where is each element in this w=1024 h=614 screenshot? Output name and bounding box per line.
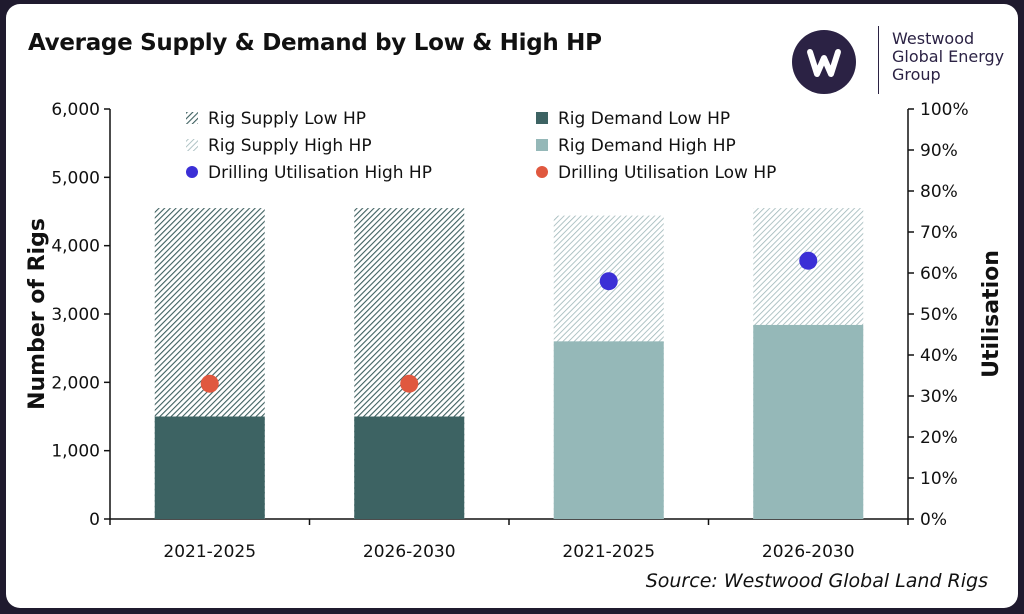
y2-tick-label: 80% [920,182,958,202]
y2-tick-label: 70% [920,223,958,243]
legend-marker [186,166,198,178]
legend-marker [536,166,548,178]
brand-line-1: Westwood [892,29,975,48]
legend-label: Rig Demand High HP [558,136,736,156]
y2-tick-label: 40% [920,346,958,366]
legend-label: Drilling Utilisation Low HP [558,163,776,183]
point-drilling-utilisation-high-hp [599,272,618,291]
brand-line-3: Group [892,65,941,84]
chart-title: Average Supply & Demand by Low & High HP [28,30,602,56]
y-tick-label: 2,000 [51,373,100,393]
source-note: Source: Westwood Global Land Rigs [645,570,988,592]
point-drilling-utilisation-low-hp [400,374,419,393]
bar-rig-demand-low-hp [354,416,465,519]
legend-label: Rig Supply Low HP [208,109,366,129]
x-tick-label: 2021-2025 [163,542,256,562]
x-tick-label: 2026-2030 [762,542,855,562]
y2-axis-title: Utilisation [979,250,1004,378]
legend-marker [536,139,548,151]
y2-tick-label: 90% [920,141,958,161]
point-drilling-utilisation-low-hp [200,374,219,393]
chart-card: Average Supply & Demand by Low & High HP… [6,4,1018,608]
point-drilling-utilisation-high-hp [799,251,818,270]
logo-divider [878,26,879,94]
y2-tick-label: 60% [920,264,958,284]
y2-tick-label: 100% [920,100,969,120]
y2-tick-label: 0% [920,510,947,530]
y-tick-label: 0 [89,510,100,530]
x-tick-label: 2026-2030 [363,542,456,562]
bar-chart: 0 1,000 2,000 3,000 4,000 5,000 6,000 0% 10% 20% 3… [25,100,1004,562]
bar-rig-demand-low-hp [154,416,265,519]
legend-label: Rig Supply High HP [208,136,372,156]
y-tick-label: 5,000 [51,168,100,188]
legend-label: Drilling Utilisation High HP [208,163,432,183]
y-tick-label: 1,000 [51,442,100,462]
brand-line-2: Global Energy [892,47,1005,66]
legend-marker [186,139,198,151]
brand-name: Westwood Global Energy Group [892,30,1004,84]
y2-tick-label: 50% [920,305,958,325]
y-tick-label: 6,000 [51,100,100,120]
y-tick-label: 3,000 [51,305,100,325]
bar-rig-demand-high-hp [553,341,664,519]
legend-marker [186,112,198,124]
y2-tick-label: 10% [920,469,958,489]
westwood-w-logo-icon [792,30,856,94]
y2-tick-label: 30% [920,387,958,407]
y-tick-label: 4,000 [51,237,100,257]
x-tick-label: 2021-2025 [562,542,655,562]
legend-label: Rig Demand Low HP [558,109,730,129]
y2-tick-label: 20% [920,428,958,448]
legend-marker [536,112,548,124]
bar-rig-demand-high-hp [753,324,864,519]
y-axis-title: Number of Rigs [25,218,50,410]
